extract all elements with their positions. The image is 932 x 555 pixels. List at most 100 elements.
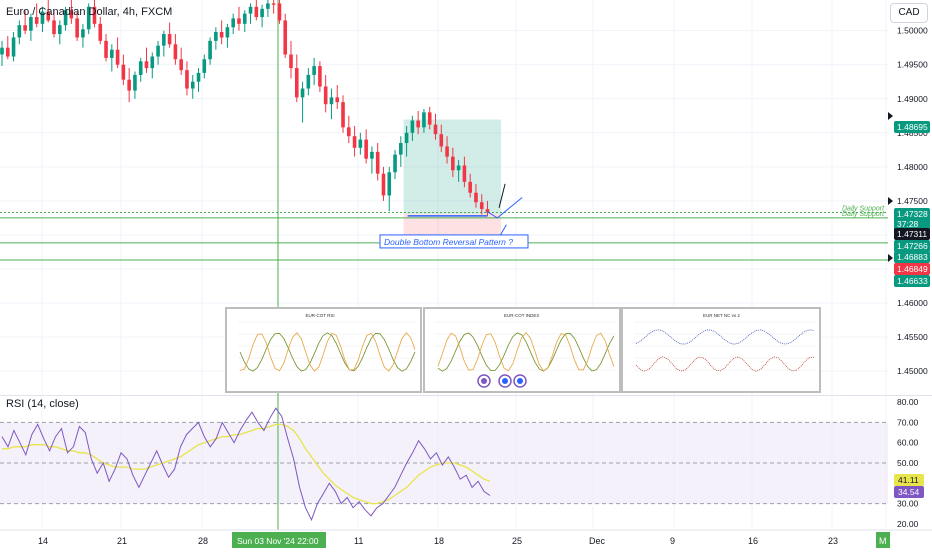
- candle[interactable]: [81, 29, 85, 38]
- price-label-text[interactable]: 1.47266: [897, 241, 928, 251]
- candle[interactable]: [138, 61, 143, 75]
- price-label-tag[interactable]: [894, 228, 930, 240]
- candle[interactable]: [294, 68, 299, 98]
- candle[interactable]: [231, 18, 235, 28]
- candle[interactable]: [347, 127, 351, 137]
- candle[interactable]: [439, 134, 444, 147]
- candle[interactable]: [29, 17, 33, 31]
- symbol-title[interactable]: Euro / Canadian Dollar, 4h, FXCM: [6, 6, 173, 18]
- candle[interactable]: [306, 74, 311, 89]
- rsi-value-text[interactable]: 34.54: [898, 487, 920, 497]
- candle[interactable]: [312, 66, 316, 75]
- candle[interactable]: [266, 3, 270, 9]
- candle[interactable]: [451, 156, 455, 171]
- candle[interactable]: [462, 165, 467, 182]
- candle[interactable]: [358, 139, 363, 148]
- rsi-axis[interactable]: 20.0030.0040.0050.0060.0070.0080.0041.11…: [888, 396, 932, 530]
- candle[interactable]: [375, 151, 380, 174]
- rsi-value-tag[interactable]: [894, 474, 924, 486]
- rsi-value-text[interactable]: 41.11: [898, 475, 919, 485]
- candle[interactable]: [23, 25, 27, 31]
- price-label-text[interactable]: 1.47311: [897, 229, 927, 239]
- candle[interactable]: [427, 112, 432, 125]
- candle[interactable]: [162, 34, 166, 46]
- candle[interactable]: [387, 172, 392, 196]
- candle[interactable]: [225, 27, 230, 38]
- candle[interactable]: [156, 45, 160, 57]
- candle[interactable]: [254, 6, 259, 18]
- candle[interactable]: [179, 59, 183, 71]
- candle[interactable]: [34, 17, 39, 24]
- price-label-tag[interactable]: [894, 218, 930, 230]
- candle[interactable]: [86, 6, 91, 30]
- rsi-ma-line[interactable]: [2, 423, 491, 505]
- chart-drawings[interactable]: Double Bottom Reversal Pattern ?: [379, 183, 529, 249]
- candle[interactable]: [399, 143, 403, 155]
- candle[interactable]: [127, 79, 131, 91]
- candle[interactable]: [456, 165, 461, 171]
- price-axis[interactable]: 1.450001.455001.460001.465001.470001.475…: [888, 0, 932, 395]
- candle[interactable]: [63, 10, 68, 26]
- candle[interactable]: [416, 120, 420, 128]
- rsi-legend[interactable]: RSI (14, close): [6, 398, 79, 410]
- candle[interactable]: [0, 47, 4, 55]
- candle[interactable]: [370, 151, 374, 159]
- candle[interactable]: [404, 132, 409, 144]
- price-label-text[interactable]: 1.48695: [897, 122, 928, 132]
- candle[interactable]: [364, 139, 368, 159]
- candle[interactable]: [410, 120, 415, 133]
- candle[interactable]: [393, 154, 397, 173]
- candle[interactable]: [17, 25, 22, 38]
- time-marker-tag[interactable]: [876, 532, 890, 548]
- candle[interactable]: [190, 81, 195, 89]
- alert-marker[interactable]: [888, 112, 893, 120]
- candle[interactable]: [75, 18, 79, 38]
- annotation-box[interactable]: [379, 234, 529, 249]
- candle[interactable]: [433, 124, 438, 135]
- time-axis[interactable]: 14 21 28 11 18 25 Dec 9 16 23 M Sun 03 Nov '24 22:0…: [0, 529, 932, 550]
- candle[interactable]: [277, 3, 282, 21]
- candle[interactable]: [11, 37, 16, 57]
- candle[interactable]: [329, 97, 334, 105]
- candle[interactable]: [323, 86, 328, 105]
- candle[interactable]: [150, 56, 155, 69]
- candle[interactable]: [352, 136, 357, 148]
- candle[interactable]: [219, 32, 224, 38]
- annotation-text[interactable]: Double Bottom Reversal Pattern ?: [384, 237, 513, 247]
- candle[interactable]: [173, 44, 178, 60]
- candle[interactable]: [479, 202, 484, 210]
- candle[interactable]: [260, 8, 264, 18]
- candle[interactable]: [242, 13, 247, 24]
- candle[interactable]: [121, 64, 126, 80]
- long-position-tool[interactable]: [403, 119, 502, 246]
- candle[interactable]: [237, 18, 241, 24]
- candle[interactable]: [104, 40, 108, 58]
- candle[interactable]: [381, 173, 386, 196]
- candle[interactable]: [115, 49, 120, 65]
- price-label-text[interactable]: 37:28: [897, 219, 919, 229]
- pane-separator[interactable]: [0, 395, 932, 396]
- candle[interactable]: [335, 97, 340, 103]
- candle[interactable]: [167, 34, 172, 45]
- candle[interactable]: [289, 54, 293, 69]
- candle[interactable]: [69, 10, 74, 19]
- alert-marker[interactable]: [888, 197, 893, 205]
- projection-path[interactable]: [487, 197, 523, 219]
- price-label-text[interactable]: 1.46849: [897, 264, 928, 274]
- candle[interactable]: [341, 102, 345, 128]
- price-label-tag[interactable]: [894, 275, 930, 287]
- candle[interactable]: [300, 88, 305, 98]
- candle[interactable]: [58, 25, 62, 35]
- crosshair-time-label[interactable]: Sun 03 Nov '24 22:00: [237, 536, 319, 546]
- price-label-tag[interactable]: [894, 208, 930, 220]
- candle[interactable]: [92, 6, 97, 24]
- candle[interactable]: [196, 72, 201, 82]
- crosshair-time-tag[interactable]: [232, 532, 326, 548]
- price-label-text[interactable]: 1.46633: [897, 276, 928, 286]
- candle[interactable]: [445, 146, 449, 157]
- price-label-tag[interactable]: [894, 121, 930, 133]
- rsi-series[interactable]: [1, 407, 491, 522]
- alert-marker[interactable]: [888, 254, 893, 262]
